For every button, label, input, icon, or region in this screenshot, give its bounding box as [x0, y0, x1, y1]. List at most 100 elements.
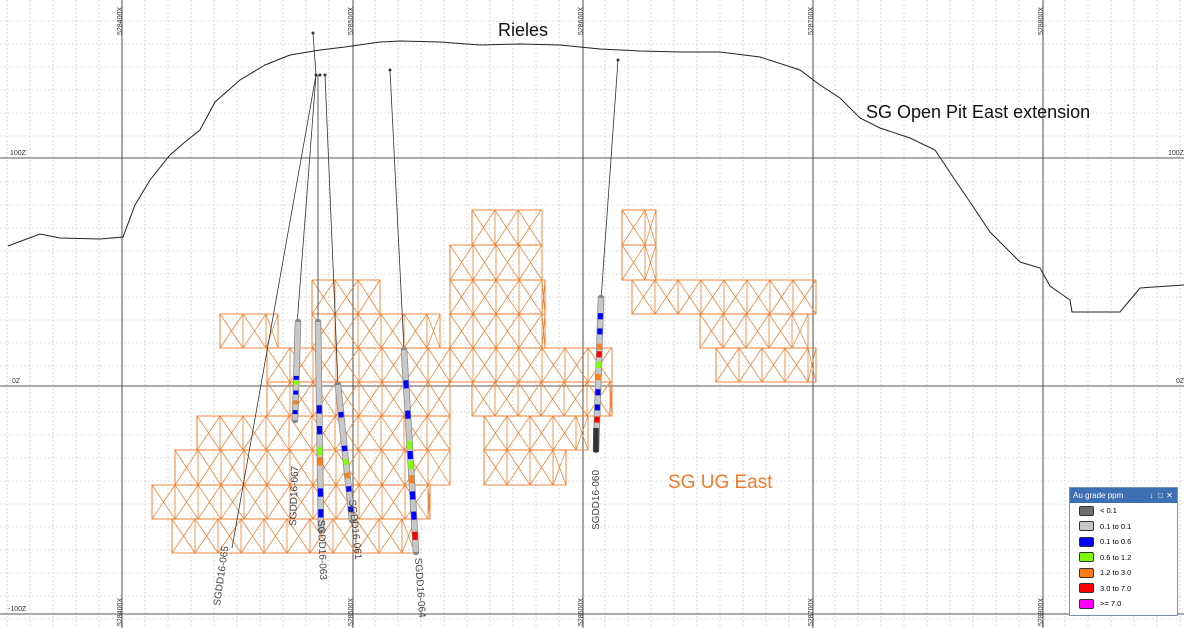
open-pit-label: SG Open Pit East extension	[866, 102, 1090, 122]
ug-block-diagonal	[518, 279, 543, 315]
maximize-icon[interactable]: □	[1158, 491, 1163, 500]
hole-collar	[311, 31, 315, 35]
ug-block-diagonal	[426, 415, 451, 451]
ug-block-diagonal	[575, 415, 589, 451]
ug-block-diagonal	[427, 347, 451, 383]
ug-label: SG UG East	[668, 472, 773, 493]
close-icon[interactable]: ✕	[1166, 491, 1173, 500]
legend-label: 0.1 to 0.6	[1100, 537, 1132, 547]
ug-block-diagonal	[761, 347, 786, 383]
ug-block-diagonal	[483, 415, 508, 451]
legend-item: >= 7.0	[1070, 596, 1177, 612]
ug-block-model	[151, 209, 817, 554]
ug-block-row	[621, 244, 657, 281]
ug-block-diagonal	[700, 279, 725, 315]
hole-label-sgdd16-067: SGDD16-067	[288, 465, 301, 526]
legend-swatch	[1079, 505, 1094, 516]
ug-block-row	[449, 279, 546, 315]
legend-item: 3.0 to 7.0	[1070, 581, 1177, 597]
ug-block-diagonal	[541, 279, 546, 315]
ug-block-outline	[621, 209, 657, 246]
ug-block-diagonal	[723, 279, 748, 315]
ug-block-diagonal	[357, 279, 381, 315]
ug-block-diagonal	[472, 244, 497, 281]
legend-label: 1.2 to 3.0	[1100, 568, 1132, 578]
ug-block-diagonal	[631, 279, 656, 315]
ug-block-diagonal	[449, 244, 474, 281]
legend-item: < 0.1	[1070, 503, 1177, 519]
z-label-0: 0Z	[12, 378, 21, 385]
hole-label-sgdd16-060: SGDD16-060	[591, 470, 602, 530]
ug-block-diagonal	[380, 415, 405, 451]
hole-tube-fill	[292, 321, 301, 421]
ug-block-diagonal	[768, 313, 793, 349]
ug-block-diagonal	[483, 449, 508, 486]
ug-block-diagonal	[380, 313, 405, 349]
ug-block-diagonal	[174, 449, 199, 486]
ug-block-diagonal	[240, 518, 265, 554]
ug-block-diagonal	[552, 415, 577, 451]
x-label-528600-bottom: 528600X	[578, 598, 585, 626]
ug-block-diagonal	[265, 313, 279, 349]
ug-block-diagonal	[289, 484, 314, 520]
ug-block-outline	[621, 244, 657, 281]
ug-block-diagonal	[621, 209, 646, 246]
ug-block-row	[471, 381, 613, 417]
hole-label-sgdd16-065: SGDD16-065	[212, 545, 231, 606]
ug-block-diagonal	[242, 313, 267, 349]
ug-block-diagonal	[312, 484, 337, 520]
legend-title-bar[interactable]: Au grade ppm ↓ □ ✕	[1070, 488, 1177, 503]
hole-tube-sgdd16-063	[314, 318, 325, 534]
ug-block-diagonal	[472, 313, 497, 349]
ug-block-diagonal	[472, 347, 497, 383]
ug-block-diagonal	[495, 279, 520, 315]
legend-label: >= 7.0	[1100, 599, 1122, 609]
ug-block-diagonal	[518, 313, 543, 349]
legend-item: 1.2 to 3.0	[1070, 565, 1177, 581]
ug-block-row	[219, 313, 279, 349]
ug-block-diagonal	[355, 518, 380, 554]
ug-block-row	[449, 347, 613, 383]
z-label-minus100: -100Z	[8, 606, 27, 613]
section-title: Rieles	[498, 20, 548, 40]
ug-block-diagonal	[541, 313, 546, 349]
ug-block-diagonal	[518, 347, 543, 383]
ug-block-row	[171, 518, 416, 554]
legend-title: Au grade ppm	[1073, 491, 1124, 500]
ug-block-diagonal	[332, 518, 357, 554]
ug-block-diagonal	[309, 518, 334, 554]
hole-collar	[314, 73, 318, 77]
ug-block-diagonal	[529, 415, 554, 451]
ug-block-diagonal	[426, 313, 441, 349]
legend-label: 3.0 to 7.0	[1100, 583, 1132, 593]
hole-label-sgdd16-064: SGDD16-064	[412, 557, 427, 618]
ug-block-diagonal	[311, 279, 336, 315]
x-label-528600: 528600X	[578, 7, 585, 35]
ug-block-diagonal	[449, 313, 474, 349]
pin-icon[interactable]: ↓	[1149, 491, 1154, 500]
legend-swatch	[1079, 536, 1094, 547]
legend-label: 0.6 to 1.2	[1100, 552, 1132, 562]
ug-block-diagonal	[335, 347, 360, 383]
au-grade-legend[interactable]: Au grade ppm ↓ □ ✕ < 0.1 0.1 to 0.1 0.1 to…	[1069, 487, 1178, 616]
ug-block-diagonal	[266, 484, 291, 520]
ug-block-diagonal	[541, 347, 566, 383]
ug-block-diagonal	[427, 484, 431, 520]
ug-block-diagonal	[563, 381, 588, 417]
legend-swatch	[1079, 567, 1094, 578]
ug-block-diagonal	[427, 381, 451, 417]
x-label-528700: 528700X	[808, 7, 815, 35]
legend-item: 0.6 to 1.2	[1070, 550, 1177, 566]
ug-block-row	[483, 415, 589, 451]
ug-block-diagonal	[265, 415, 290, 451]
ug-block-diagonal	[564, 347, 589, 383]
ug-block-diagonal	[495, 313, 520, 349]
ug-block-diagonal	[738, 347, 763, 383]
legend-swatch	[1079, 598, 1094, 609]
ug-block-diagonal	[506, 415, 531, 451]
grade-interval	[346, 485, 352, 492]
ug-block-diagonal	[220, 449, 245, 486]
ug-block-diagonal	[334, 313, 359, 349]
ug-block-diagonal	[357, 313, 382, 349]
